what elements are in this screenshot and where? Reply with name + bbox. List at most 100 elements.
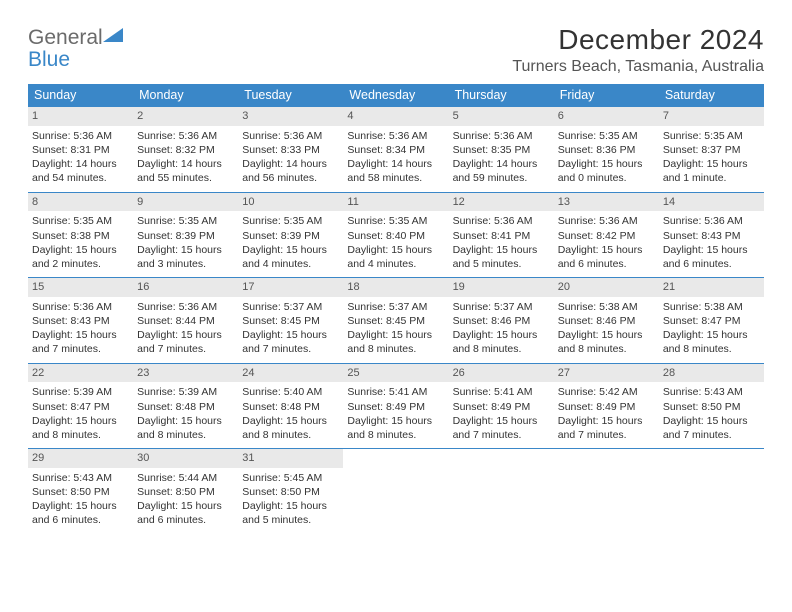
- sunrise-line: Sunrise: 5:39 AM: [32, 385, 129, 399]
- day-number: 4: [343, 107, 448, 126]
- week-row: 8Sunrise: 5:35 AMSunset: 8:38 PMDaylight…: [28, 192, 764, 278]
- day-cell: 21Sunrise: 5:38 AMSunset: 8:47 PMDayligh…: [659, 278, 764, 364]
- sunrise-line: Sunrise: 5:40 AM: [242, 385, 339, 399]
- day-number: 31: [238, 449, 343, 468]
- day-number: 15: [28, 278, 133, 297]
- day-cell: 31Sunrise: 5:45 AMSunset: 8:50 PMDayligh…: [238, 449, 343, 534]
- calendar-table: Sunday Monday Tuesday Wednesday Thursday…: [28, 84, 764, 534]
- day-cell: 25Sunrise: 5:41 AMSunset: 8:49 PMDayligh…: [343, 363, 448, 449]
- day-number: 27: [554, 364, 659, 383]
- sunrise-line: Sunrise: 5:36 AM: [558, 214, 655, 228]
- sunset-line: Sunset: 8:46 PM: [453, 314, 550, 328]
- sunset-line: Sunset: 8:49 PM: [558, 400, 655, 414]
- day-cell: 30Sunrise: 5:44 AMSunset: 8:50 PMDayligh…: [133, 449, 238, 534]
- sunrise-line: Sunrise: 5:43 AM: [663, 385, 760, 399]
- weekday-header: Monday: [133, 84, 238, 107]
- sunset-line: Sunset: 8:31 PM: [32, 143, 129, 157]
- day-number: 26: [449, 364, 554, 383]
- day-cell: 1Sunrise: 5:36 AMSunset: 8:31 PMDaylight…: [28, 107, 133, 193]
- day-number: 6: [554, 107, 659, 126]
- sunrise-line: Sunrise: 5:36 AM: [32, 129, 129, 143]
- day-number: 22: [28, 364, 133, 383]
- day-cell: 11Sunrise: 5:35 AMSunset: 8:40 PMDayligh…: [343, 192, 448, 278]
- sunrise-line: Sunrise: 5:37 AM: [347, 300, 444, 314]
- daylight-line: Daylight: 15 hours and 8 minutes.: [558, 328, 655, 356]
- day-number: 7: [659, 107, 764, 126]
- logo: General Blue: [28, 26, 125, 71]
- day-number: 19: [449, 278, 554, 297]
- sunrise-line: Sunrise: 5:36 AM: [347, 129, 444, 143]
- sunrise-line: Sunrise: 5:35 AM: [242, 214, 339, 228]
- week-row: 15Sunrise: 5:36 AMSunset: 8:43 PMDayligh…: [28, 278, 764, 364]
- sunrise-line: Sunrise: 5:38 AM: [558, 300, 655, 314]
- daylight-line: Daylight: 15 hours and 3 minutes.: [137, 243, 234, 271]
- daylight-line: Daylight: 15 hours and 4 minutes.: [347, 243, 444, 271]
- sunrise-line: Sunrise: 5:44 AM: [137, 471, 234, 485]
- daylight-line: Daylight: 15 hours and 5 minutes.: [242, 499, 339, 527]
- day-cell: 13Sunrise: 5:36 AMSunset: 8:42 PMDayligh…: [554, 192, 659, 278]
- day-cell: 29Sunrise: 5:43 AMSunset: 8:50 PMDayligh…: [28, 449, 133, 534]
- day-number: 8: [28, 193, 133, 212]
- daylight-line: Daylight: 14 hours and 55 minutes.: [137, 157, 234, 185]
- sunrise-line: Sunrise: 5:39 AM: [137, 385, 234, 399]
- sunset-line: Sunset: 8:42 PM: [558, 229, 655, 243]
- title-block: December 2024 Turners Beach, Tasmania, A…: [512, 24, 764, 76]
- calendar-body: 1Sunrise: 5:36 AMSunset: 8:31 PMDaylight…: [28, 107, 764, 534]
- location: Turners Beach, Tasmania, Australia: [512, 58, 764, 76]
- day-cell: 2Sunrise: 5:36 AMSunset: 8:32 PMDaylight…: [133, 107, 238, 193]
- day-cell: 15Sunrise: 5:36 AMSunset: 8:43 PMDayligh…: [28, 278, 133, 364]
- sunset-line: Sunset: 8:49 PM: [453, 400, 550, 414]
- day-cell: 4Sunrise: 5:36 AMSunset: 8:34 PMDaylight…: [343, 107, 448, 193]
- day-cell: 20Sunrise: 5:38 AMSunset: 8:46 PMDayligh…: [554, 278, 659, 364]
- day-cell: 9Sunrise: 5:35 AMSunset: 8:39 PMDaylight…: [133, 192, 238, 278]
- weekday-header: Friday: [554, 84, 659, 107]
- sunrise-line: Sunrise: 5:37 AM: [453, 300, 550, 314]
- sunset-line: Sunset: 8:49 PM: [347, 400, 444, 414]
- day-cell: [449, 449, 554, 534]
- sunset-line: Sunset: 8:43 PM: [663, 229, 760, 243]
- daylight-line: Daylight: 15 hours and 7 minutes.: [663, 414, 760, 442]
- week-row: 29Sunrise: 5:43 AMSunset: 8:50 PMDayligh…: [28, 449, 764, 534]
- weekday-header-row: Sunday Monday Tuesday Wednesday Thursday…: [28, 84, 764, 107]
- daylight-line: Daylight: 15 hours and 6 minutes.: [137, 499, 234, 527]
- sunset-line: Sunset: 8:46 PM: [558, 314, 655, 328]
- sunrise-line: Sunrise: 5:43 AM: [32, 471, 129, 485]
- sunrise-line: Sunrise: 5:41 AM: [347, 385, 444, 399]
- day-number: 9: [133, 193, 238, 212]
- daylight-line: Daylight: 15 hours and 8 minutes.: [32, 414, 129, 442]
- day-cell: [554, 449, 659, 534]
- sunrise-line: Sunrise: 5:35 AM: [663, 129, 760, 143]
- day-number: 17: [238, 278, 343, 297]
- day-cell: 23Sunrise: 5:39 AMSunset: 8:48 PMDayligh…: [133, 363, 238, 449]
- sunrise-line: Sunrise: 5:35 AM: [558, 129, 655, 143]
- logo-text: General Blue: [28, 26, 125, 71]
- sunrise-line: Sunrise: 5:36 AM: [32, 300, 129, 314]
- calendar-page: General Blue December 2024 Turners Beach…: [0, 0, 792, 554]
- sunset-line: Sunset: 8:39 PM: [242, 229, 339, 243]
- day-number: 29: [28, 449, 133, 468]
- sunset-line: Sunset: 8:50 PM: [137, 485, 234, 499]
- sunset-line: Sunset: 8:39 PM: [137, 229, 234, 243]
- weekday-header: Tuesday: [238, 84, 343, 107]
- day-number: 5: [449, 107, 554, 126]
- day-number: 23: [133, 364, 238, 383]
- header: General Blue December 2024 Turners Beach…: [28, 24, 764, 76]
- sunset-line: Sunset: 8:44 PM: [137, 314, 234, 328]
- logo-blue: Blue: [28, 48, 70, 71]
- daylight-line: Daylight: 15 hours and 6 minutes.: [663, 243, 760, 271]
- daylight-line: Daylight: 15 hours and 7 minutes.: [242, 328, 339, 356]
- sunrise-line: Sunrise: 5:37 AM: [242, 300, 339, 314]
- daylight-line: Daylight: 15 hours and 4 minutes.: [242, 243, 339, 271]
- day-cell: 6Sunrise: 5:35 AMSunset: 8:36 PMDaylight…: [554, 107, 659, 193]
- sunset-line: Sunset: 8:50 PM: [663, 400, 760, 414]
- sunset-line: Sunset: 8:33 PM: [242, 143, 339, 157]
- day-cell: 3Sunrise: 5:36 AMSunset: 8:33 PMDaylight…: [238, 107, 343, 193]
- sunrise-line: Sunrise: 5:35 AM: [347, 214, 444, 228]
- daylight-line: Daylight: 15 hours and 7 minutes.: [32, 328, 129, 356]
- day-number: 16: [133, 278, 238, 297]
- sunset-line: Sunset: 8:36 PM: [558, 143, 655, 157]
- sunset-line: Sunset: 8:50 PM: [242, 485, 339, 499]
- month-title: December 2024: [512, 24, 764, 56]
- sunrise-line: Sunrise: 5:38 AM: [663, 300, 760, 314]
- daylight-line: Daylight: 15 hours and 8 minutes.: [347, 414, 444, 442]
